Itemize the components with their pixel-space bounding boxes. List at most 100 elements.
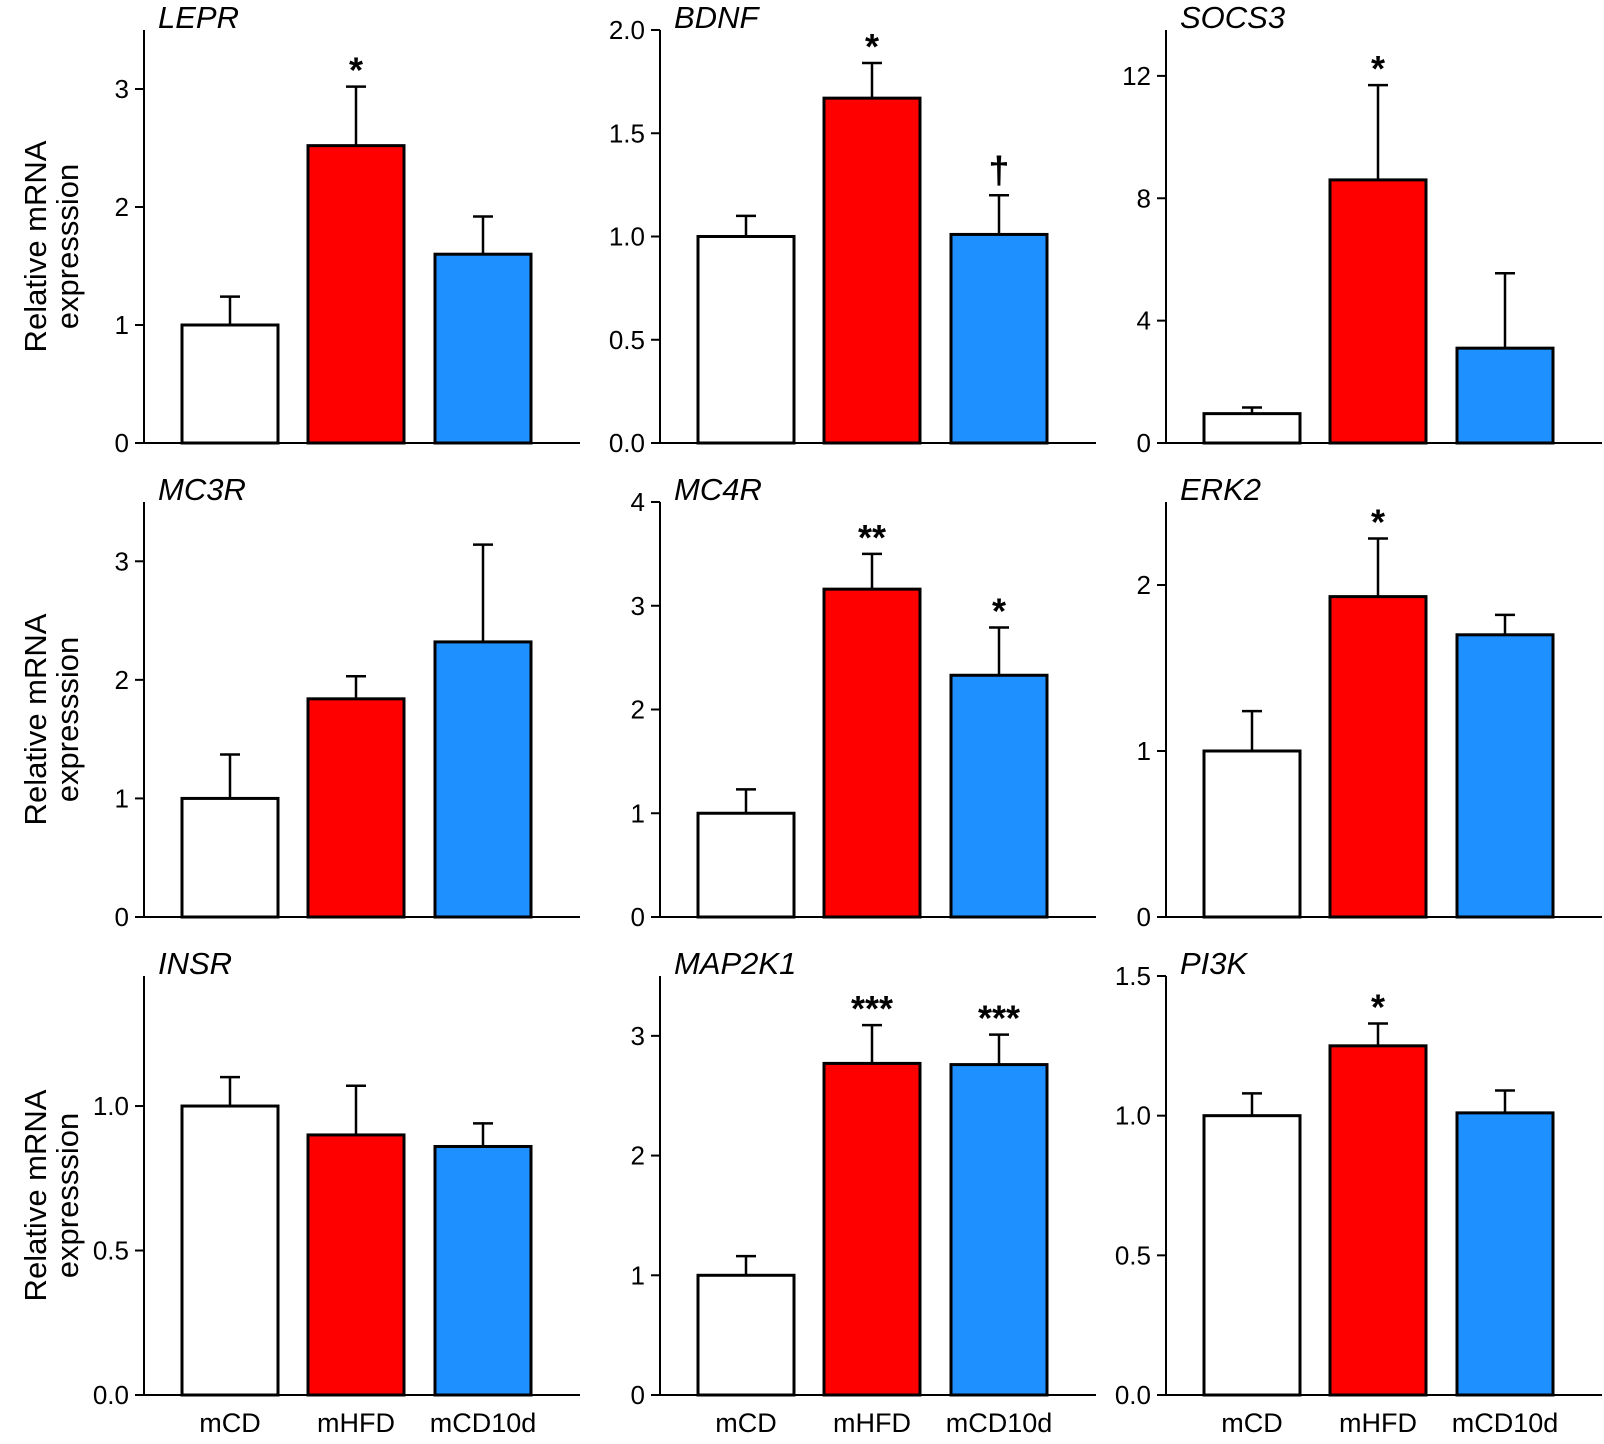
y-tick-label: 0.0 xyxy=(609,428,645,458)
y-tick-label: 2 xyxy=(1137,570,1151,600)
y-tick-label: 0.5 xyxy=(609,325,645,355)
panel-bdnf: 0.0 0.5 1.0 1.5 2.0 BDNF * † xyxy=(609,0,1096,458)
bar-mhfd xyxy=(822,587,922,919)
bar-mcd xyxy=(180,1104,280,1397)
bar-mcd10d xyxy=(949,1063,1049,1397)
x-tick-label: mCD10d xyxy=(1452,1408,1559,1438)
bar-mhfd xyxy=(1328,595,1428,919)
y-tick-label: 1.5 xyxy=(609,118,645,148)
bar-mcd xyxy=(1202,749,1302,919)
panel-title: MC3R xyxy=(158,472,246,507)
bar-mcd xyxy=(180,323,280,445)
y-tick-label: 12 xyxy=(1122,61,1151,91)
significance-mark: * xyxy=(865,26,879,67)
y-tick-label: 1 xyxy=(1137,736,1151,766)
bar-mcd xyxy=(696,811,796,919)
y-tick-label: 0 xyxy=(631,1380,645,1410)
y-tick-label: 3 xyxy=(631,591,645,621)
y-tick-label: 1.0 xyxy=(1115,1101,1151,1131)
panel-title: SOCS3 xyxy=(1180,0,1285,35)
panel-title: MAP2K1 xyxy=(674,946,796,981)
x-tick-label: mCD10d xyxy=(946,1408,1053,1438)
panel-insr: 0.0 0.5 1.0 INSR mCD mHFD mCD10d Relative mRNAe… xyxy=(18,946,580,1438)
y-axis-label-line1: Relative mRNA xyxy=(18,1089,53,1301)
bar-mcd xyxy=(696,235,796,445)
bar-mhfd xyxy=(306,144,406,445)
x-tick-label: mHFD xyxy=(1339,1408,1417,1438)
y-tick-label: 8 xyxy=(1137,183,1151,213)
panel-title: MC4R xyxy=(674,472,762,507)
y-tick-label: 2 xyxy=(115,665,129,695)
y-tick-label: 1 xyxy=(115,310,129,340)
y-tick-label: 2.0 xyxy=(609,15,645,45)
x-tick-label: mCD xyxy=(715,1408,777,1438)
bar-mcd xyxy=(1202,412,1302,445)
y-tick-label: 1 xyxy=(631,1260,645,1290)
y-tick-label: 0.0 xyxy=(1115,1380,1151,1410)
y-tick-label: 1.5 xyxy=(1115,961,1151,991)
panel-socs3: 0 4 8 12 SOCS3 * xyxy=(1122,0,1602,458)
x-tick-label: mCD xyxy=(1221,1408,1283,1438)
y-tick-label: 1.0 xyxy=(93,1091,129,1121)
y-tick-label: 0 xyxy=(631,902,645,932)
bar-mcd10d xyxy=(949,673,1049,919)
bar-mhfd xyxy=(1328,178,1428,445)
x-tick-label: mHFD xyxy=(317,1408,395,1438)
y-tick-label: 1.0 xyxy=(609,222,645,252)
bar-mcd10d xyxy=(433,640,533,919)
bar-mcd10d xyxy=(1455,633,1555,919)
bar-mhfd xyxy=(1328,1044,1428,1397)
y-tick-label: 0.5 xyxy=(1115,1240,1151,1270)
y-axis-label-line2: expresssion xyxy=(50,1113,85,1278)
y-tick-label: 0 xyxy=(1137,902,1151,932)
bar-mcd10d xyxy=(1455,1111,1555,1397)
significance-mark: * xyxy=(349,50,363,91)
x-tick-label: mCD xyxy=(199,1408,261,1438)
bar-mcd xyxy=(1202,1114,1302,1397)
x-tick-label: mHFD xyxy=(833,1408,911,1438)
significance-mark: * xyxy=(1371,502,1385,543)
y-tick-label: 2 xyxy=(631,1141,645,1171)
bar-mcd xyxy=(180,796,280,919)
y-tick-label: 3 xyxy=(115,74,129,104)
y-tick-label: 2 xyxy=(631,695,645,725)
y-axis-label-line2: expresssion xyxy=(50,637,85,802)
panel-title: LEPR xyxy=(158,0,239,35)
bar-mhfd xyxy=(306,697,406,919)
significance-mark: * xyxy=(992,591,1006,632)
y-tick-label: 0 xyxy=(115,902,129,932)
y-tick-label: 0.0 xyxy=(93,1380,129,1410)
bar-mcd10d xyxy=(433,252,533,445)
y-axis-label-line1: Relative mRNA xyxy=(18,140,53,352)
y-tick-label: 0 xyxy=(115,428,129,458)
panel-map2k1: 0 1 2 3 MAP2K1 mCD *** mHFD *** mCD10d xyxy=(631,946,1096,1438)
panel-pi3k: 0.0 0.5 1.0 1.5 PI3K mCD * mHFD mCD10d xyxy=(1115,946,1602,1438)
y-tick-label: 0 xyxy=(1137,428,1151,458)
significance-mark: * xyxy=(1371,986,1385,1027)
panel-title: PI3K xyxy=(1180,946,1249,981)
bar-mcd10d xyxy=(949,232,1049,445)
bar-mhfd xyxy=(822,1061,922,1397)
bar-mcd10d xyxy=(1455,346,1555,445)
y-tick-label: 3 xyxy=(115,546,129,576)
y-tick-label: 1 xyxy=(115,783,129,813)
y-tick-label: 2 xyxy=(115,192,129,222)
panel-title: BDNF xyxy=(674,0,760,35)
bar-mcd xyxy=(696,1273,796,1397)
significance-mark: * xyxy=(1371,48,1385,89)
bar-mcd10d xyxy=(433,1144,533,1397)
x-tick-label: mCD10d xyxy=(430,1408,537,1438)
significance-mark: *** xyxy=(978,998,1020,1039)
y-tick-label: 4 xyxy=(631,487,645,517)
panel-title: INSR xyxy=(158,946,232,981)
bar-mhfd xyxy=(822,96,922,445)
significance-mark: † xyxy=(988,150,1009,192)
panel-title: ERK2 xyxy=(1180,472,1261,507)
y-axis-label-line1: Relative mRNA xyxy=(18,613,53,825)
panel-erk2: 0 1 2 ERK2 * xyxy=(1137,472,1602,932)
y-tick-label: 4 xyxy=(1137,306,1151,336)
